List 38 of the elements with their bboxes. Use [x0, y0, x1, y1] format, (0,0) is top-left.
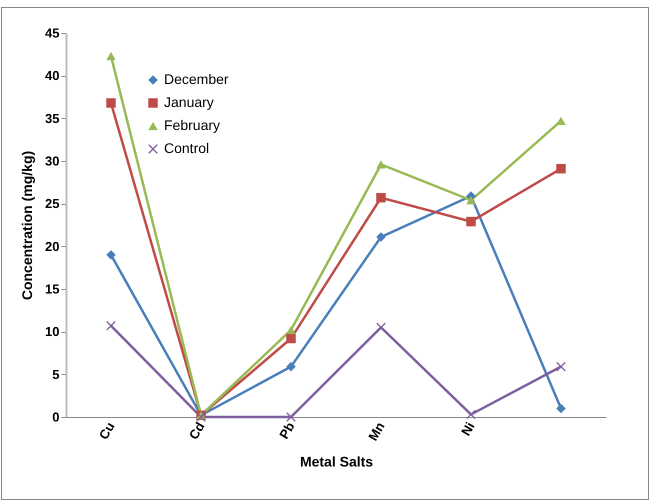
- y-tick-label: 45: [45, 26, 60, 40]
- y-tick-label: 35: [45, 110, 60, 126]
- point: [106, 250, 116, 260]
- x-tick-label: Mn: [365, 419, 388, 444]
- point: [556, 164, 566, 174]
- legend-label: February: [164, 117, 220, 133]
- x-tick-label: Pb: [276, 419, 298, 442]
- point: [286, 334, 296, 344]
- x-tick-label: Cd: [186, 419, 208, 442]
- y-tick-label: 40: [45, 68, 60, 84]
- point: [376, 160, 386, 169]
- y-tick-label: 25: [45, 196, 60, 212]
- point: [466, 216, 476, 226]
- point: [556, 116, 566, 125]
- y-tick-label: 10: [45, 324, 60, 340]
- point: [376, 232, 386, 242]
- y-tick-label: 0: [52, 410, 60, 424]
- legend-label: January: [164, 94, 214, 110]
- point: [466, 410, 476, 420]
- point: [286, 326, 296, 334]
- point: [556, 404, 566, 414]
- legend-label: December: [164, 71, 229, 87]
- y-tick-label: 20: [45, 238, 60, 254]
- point: [106, 98, 116, 108]
- x-tick-label: Cu: [96, 419, 118, 442]
- y-axis-title: Concentration (mg/kg): [19, 150, 36, 300]
- legend-label: Control: [164, 140, 210, 156]
- point: [556, 362, 566, 372]
- y-tick-label: 5: [52, 366, 60, 382]
- point: [106, 52, 116, 60]
- x-tick-label: Ni: [458, 420, 478, 438]
- point: [376, 192, 386, 202]
- point: [286, 362, 296, 372]
- point: [466, 196, 476, 204]
- x-axis-title: Metal Salts: [300, 453, 374, 470]
- point: [106, 320, 116, 330]
- y-tick-label: 15: [45, 282, 60, 296]
- y-tick-label: 30: [45, 154, 60, 168]
